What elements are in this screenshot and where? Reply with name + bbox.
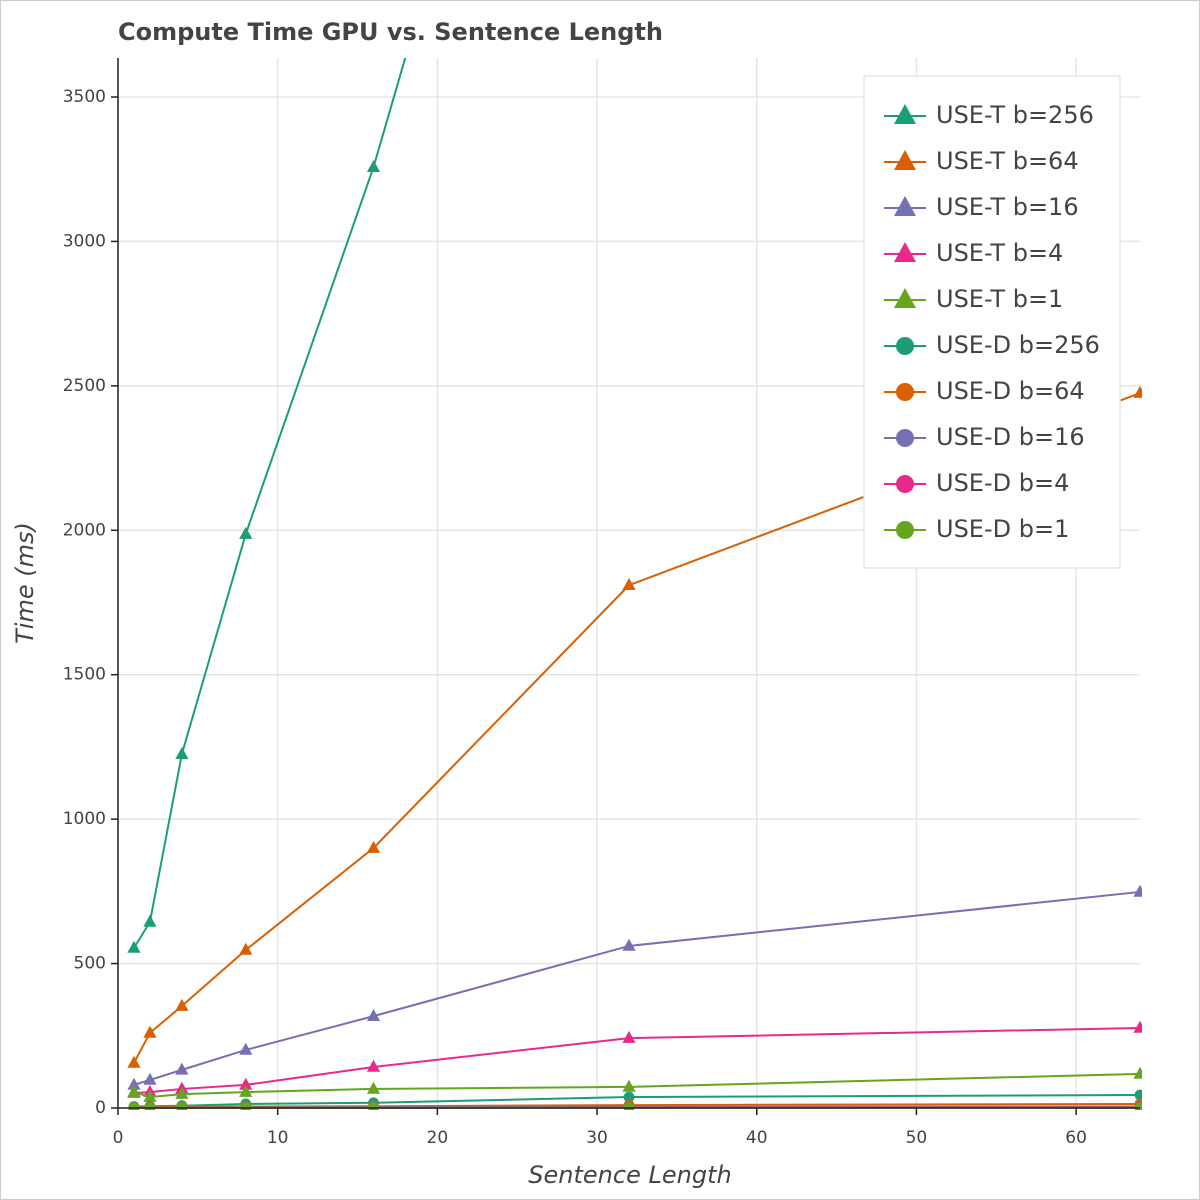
chart-title: Compute Time GPU vs. Sentence Length (118, 18, 663, 46)
marker (143, 914, 157, 927)
marker (143, 1072, 157, 1085)
legend-label: USE-T b=64 (936, 147, 1079, 175)
series-line (133, 890, 1141, 1086)
legend-label: USE-T b=4 (936, 239, 1063, 267)
marker (366, 1081, 381, 1094)
axes: 0 10 20 30 40 50 60 0 500 1000 1500 2000 2500 3000 350… (63, 58, 1140, 1148)
legend-label: USE-D b=256 (936, 331, 1100, 359)
marker (1134, 1089, 1142, 1101)
legend-label: USE-T b=256 (936, 101, 1094, 129)
marker (175, 1062, 189, 1075)
x-axis-label: Sentence Length (528, 1161, 731, 1189)
marker (175, 998, 189, 1011)
marker (366, 159, 381, 172)
grid (117, 58, 1140, 1109)
y-tick-label: 1000 (63, 809, 106, 829)
marker (896, 337, 914, 355)
y-tick-label: 500 (74, 954, 106, 974)
legend-label: USE-D b=16 (936, 423, 1085, 451)
series-line (133, 1026, 1141, 1094)
legend-label: USE-T b=1 (936, 285, 1063, 313)
marker (894, 242, 916, 262)
marker (894, 196, 916, 216)
x-tick-label: 50 (906, 1128, 928, 1148)
y-axis-label: Time (ms) (11, 522, 39, 644)
marker (239, 1084, 253, 1097)
marker (896, 383, 914, 401)
marker (143, 1089, 157, 1102)
marker (127, 1077, 141, 1090)
y-tick-label: 3500 (63, 87, 106, 107)
marker (127, 1055, 141, 1068)
y-tick-label: 3000 (63, 231, 106, 251)
legend: USE-T b=256 USE-T b=64 USE-T b=16 USE-T b=4… (863, 75, 1121, 569)
marker (366, 1008, 381, 1021)
marker (366, 840, 381, 853)
marker (623, 1091, 635, 1103)
marker (239, 1042, 253, 1055)
marker (175, 746, 189, 759)
marker (622, 1030, 636, 1043)
marker (175, 1086, 189, 1099)
marker (1133, 884, 1142, 897)
y-tick-label: 2500 (63, 376, 106, 396)
marker (894, 104, 916, 124)
x-tick-label: 30 (586, 1128, 608, 1148)
series-line (133, 1072, 1141, 1099)
marker (622, 577, 636, 590)
marker (239, 942, 253, 955)
x-tick-label: 20 (427, 1128, 449, 1148)
marker (143, 1025, 157, 1038)
marker (896, 475, 914, 493)
marker (894, 150, 916, 170)
x-tick-label: 60 (1065, 1128, 1087, 1148)
marker (1133, 1020, 1142, 1033)
legend-label: USE-D b=1 (936, 515, 1069, 543)
legend-label: USE-D b=64 (936, 377, 1085, 405)
marker (1133, 385, 1142, 398)
marker (622, 938, 636, 951)
marker (239, 526, 253, 539)
y-tick-label: 1500 (63, 665, 106, 685)
marker (366, 1059, 381, 1072)
x-tick-label: 10 (267, 1128, 289, 1148)
y-tick-label: 2000 (63, 520, 106, 540)
marker (896, 429, 914, 447)
y-tick-label: 0 (95, 1098, 106, 1118)
marker (1133, 1066, 1142, 1079)
marker (127, 940, 141, 953)
x-tick-label: 0 (113, 1128, 124, 1148)
marker (239, 1077, 253, 1090)
marker (894, 288, 916, 308)
legend-label: USE-D b=4 (936, 469, 1069, 497)
marker (896, 521, 914, 539)
x-tick-label: 40 (746, 1128, 768, 1148)
marker (622, 1079, 636, 1092)
marker (127, 1084, 141, 1097)
legend-label: USE-T b=16 (936, 193, 1079, 221)
